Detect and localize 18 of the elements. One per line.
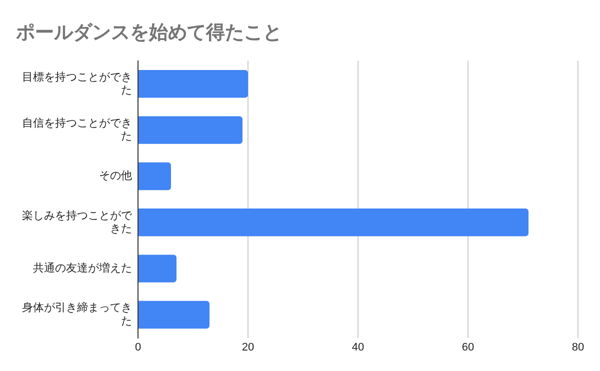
bar xyxy=(138,254,176,282)
x-tick-label: 60 xyxy=(462,341,474,354)
y-tick-label: 身体が引き締まってきた xyxy=(22,301,132,328)
bar xyxy=(138,208,528,236)
x-tick-label: 40 xyxy=(352,341,364,354)
chart-title: ポールダンスを始めて得たこと xyxy=(15,22,282,44)
x-tick-label: 20 xyxy=(242,341,254,354)
x-tick-label: 80 xyxy=(572,341,584,354)
y-tick-label: 自信を持つことができた xyxy=(22,117,132,143)
y-tick-label: 楽しみを持つことができた xyxy=(22,210,133,236)
y-tick-label: 共通の友達が増えた xyxy=(33,262,132,275)
bar xyxy=(138,116,242,144)
bar xyxy=(138,162,171,190)
y-tick-label: その他 xyxy=(99,170,132,182)
bar xyxy=(138,300,210,329)
y-tick-label: 目標を持つことができた xyxy=(22,71,132,97)
bar xyxy=(138,70,248,98)
x-tick-label: 0 xyxy=(134,341,142,354)
